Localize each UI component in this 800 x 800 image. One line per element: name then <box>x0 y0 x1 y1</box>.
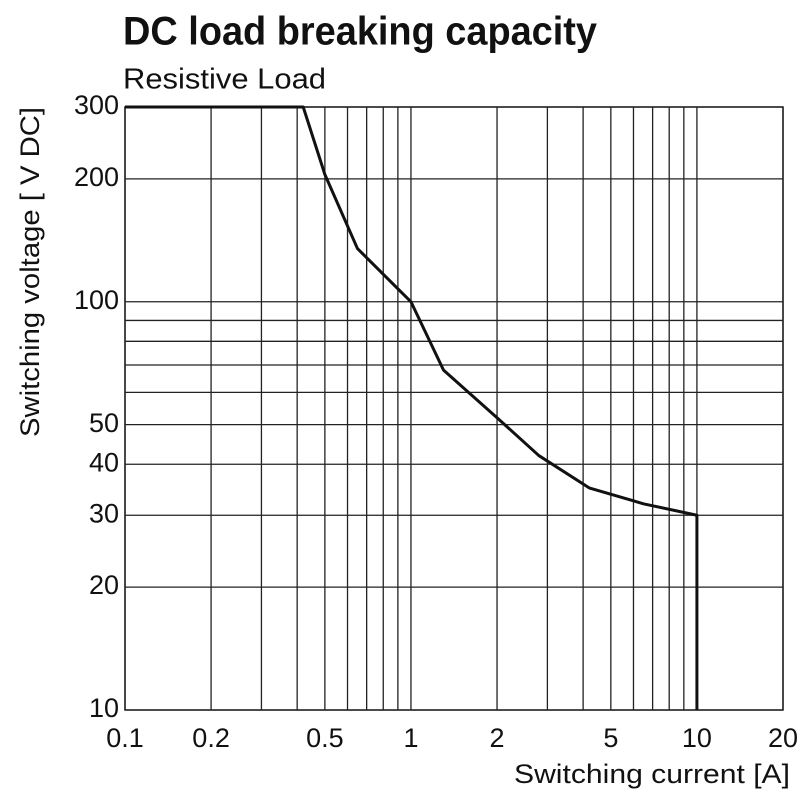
x-tick-label: 0.1 <box>106 723 144 753</box>
x-tick-label: 0.2 <box>192 723 230 753</box>
x-tick-label: 2 <box>490 723 505 753</box>
chart-title: DC load breaking capacity <box>123 10 598 54</box>
y-tick-label: 50 <box>89 408 119 438</box>
y-tick-label: 20 <box>89 570 119 600</box>
chart-subtitle: Resistive Load <box>123 64 326 96</box>
x-tick-label: 20 <box>768 723 798 753</box>
x-tick-label: 1 <box>403 723 418 753</box>
y-tick-label: 40 <box>89 447 119 477</box>
y-tick-label: 300 <box>74 90 119 120</box>
y-tick-label: 30 <box>89 498 119 528</box>
y-tick-label: 10 <box>89 693 119 723</box>
plot-frame <box>124 106 784 711</box>
x-tick-label: 10 <box>682 723 712 753</box>
x-tick-label: 0.5 <box>306 723 344 753</box>
x-axis-label: Switching current [A] <box>514 759 790 789</box>
y-tick-label: 100 <box>74 285 119 315</box>
y-tick-label: 200 <box>74 162 119 192</box>
data-line <box>125 105 699 710</box>
y-axis-label: Switching voltage [ V DC] <box>15 107 45 437</box>
x-tick-label: 5 <box>603 723 618 753</box>
